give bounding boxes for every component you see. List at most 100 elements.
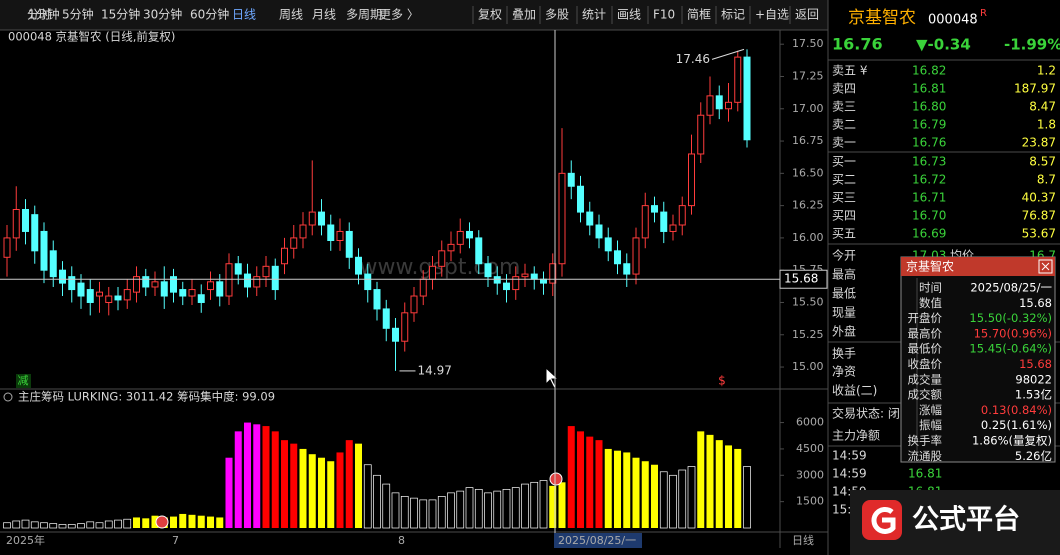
indicator-bar [104,520,113,529]
indicator-bar [743,466,751,529]
tooltip-value: 0.13(0.84%) [981,403,1052,417]
indicator-bar [345,440,353,528]
candle-body [614,250,621,265]
indicator-icon [3,392,13,402]
candle-body [327,224,335,241]
book-label: 买三 [832,191,856,205]
indicator-bar [382,483,391,529]
indicator-bar [734,448,742,528]
book-price: 16.81 [912,82,946,96]
period-tab[interactable]: 1分钟 [28,7,60,22]
indicator-bar [299,448,307,528]
y-tick-label: 17.25 [792,69,824,82]
candle-body [3,237,11,258]
tool-button[interactable]: F10 [653,8,675,22]
candle-body [521,273,529,278]
indicator-bar [262,426,270,528]
book-label: 买一 [832,155,856,169]
date-highlight [554,533,642,548]
book-volume: 76.87 [1022,209,1056,223]
indicator-bar [410,497,418,529]
y-tick-label: 15.50 [792,295,824,308]
period-tab[interactable]: 分时 [27,8,51,22]
indicator-bar [86,521,95,529]
indicator-bar [502,488,511,529]
candle-body [271,265,279,291]
indicator-bar [549,485,557,528]
indicator-bar [290,443,298,528]
tool-button[interactable]: 叠加 [512,8,536,22]
book-label: 买二 [832,173,856,187]
tooltip-label: 涨幅 [919,403,942,417]
book-volume: 1.8 [1037,118,1056,132]
period-tab[interactable]: 日线 [232,8,256,22]
indicator-bar [216,517,224,528]
candle-body [31,214,39,252]
signal-box [16,374,31,388]
tool-button[interactable]: 返回 [795,8,819,22]
period-tab[interactable]: 月线 [312,8,336,22]
period-tab[interactable]: 30分钟 [143,7,182,22]
indicator-bar [567,426,575,528]
tooltip-label: 流通股 [908,449,943,463]
candle-body [586,211,594,226]
indicator-bar [577,431,584,528]
candle-body [114,295,122,301]
indicator-bar [437,496,446,529]
period-tab[interactable]: 多周期 [346,8,382,22]
tooltip-label: 成交量 [908,372,943,386]
book-volume: 8.57 [1029,155,1056,169]
candle-body [678,205,686,226]
candle-body [577,185,584,213]
book-price: 16.71 [912,191,946,205]
field-label: 收益(二) [832,384,877,398]
candle-body [170,276,177,293]
tool-button[interactable]: 标记 [721,8,745,22]
y-tick-label: 16.00 [792,231,824,244]
y-tick-label: 16.50 [792,166,824,179]
indicator-bar [30,521,39,529]
book-label: 卖五 ¥ [832,64,868,78]
tool-button[interactable]: 复权 [478,8,502,22]
book-price: 16.80 [912,100,946,114]
field-label: 外盘 [832,324,856,339]
candle-body [299,224,307,239]
period-tab[interactable]: 周线 [279,8,303,22]
period-tab[interactable]: 更多 〉 [379,8,419,22]
tooltip-close-x [1041,262,1050,271]
tool-button[interactable]: 多股 [545,8,569,22]
tooltip-label: 成交额 [908,388,943,402]
candle-body [373,289,381,310]
indicator-bar [715,440,723,528]
indicator-bar [484,492,492,529]
indicator-title: 主庄筹码 LURKING: 3011.42 筹码集中度: 99.09 [18,390,275,404]
period-tab[interactable]: 60分钟 [190,7,229,22]
candle-body [623,263,631,275]
book-volume: 23.87 [1022,136,1056,150]
candle-body [447,243,455,252]
trade-price: 16.81 [908,467,942,481]
book-price: 16.70 [912,209,946,223]
candle-body [401,312,409,342]
sell-signal: 减 [18,374,29,387]
period-tab[interactable]: 15分钟 [101,7,140,22]
candle-body [438,250,446,267]
indicator-bar [586,436,594,528]
x-tick-label: 8 [398,534,405,547]
candle-body [96,291,103,297]
tool-button[interactable]: 简框 [687,8,711,22]
book-volume: 53.67 [1022,227,1056,241]
candle-body [345,230,353,258]
book-volume: 187.97 [1014,82,1056,96]
logo-text: 公式平台 [912,504,1020,536]
candle-body [40,230,48,271]
tooltip-value: 0.25(1.61%) [981,418,1052,432]
tool-button[interactable]: +自选 [755,8,789,22]
candle-body [336,230,344,241]
tooltip-close[interactable] [1038,259,1053,274]
tool-button[interactable]: 统计 [582,8,606,22]
tool-button[interactable]: 画线 [617,8,641,22]
period-tab[interactable]: 5分钟 [62,7,94,22]
candle-body [22,209,29,232]
candle-body [49,250,57,278]
